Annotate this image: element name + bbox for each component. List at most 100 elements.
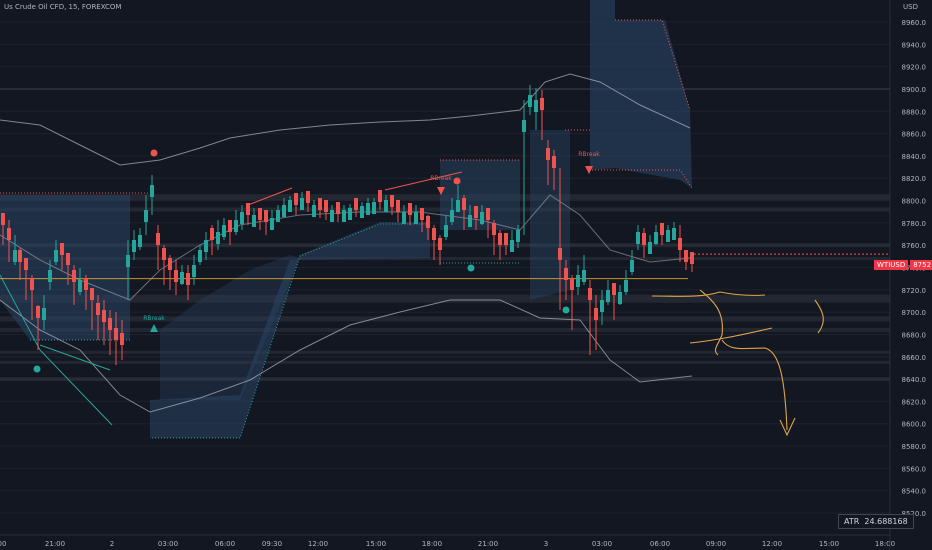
- candle-body: [438, 238, 442, 250]
- candle-body: [486, 208, 490, 220]
- break-down-arrow: [585, 166, 593, 174]
- y-tick-label: 8840.0: [902, 153, 927, 161]
- candle-body: [630, 260, 634, 272]
- last-price-tag: WTIUSD 8752: [874, 258, 932, 272]
- candle-body: [228, 220, 232, 232]
- candle-body: [606, 290, 610, 302]
- candle-body: [348, 208, 352, 220]
- candle-body: [294, 193, 298, 205]
- x-tick-label: 09:30: [262, 540, 282, 548]
- resistance-line: [592, 169, 693, 189]
- symbol-title: Us Crude Oil CFD, 15, FOREXCOM: [4, 3, 122, 11]
- atr-label: ATR: [844, 517, 860, 526]
- candle-body: [576, 275, 580, 287]
- y-tick-label: 8900.0: [902, 86, 927, 94]
- candle-body: [444, 225, 448, 237]
- profile-band: [0, 350, 890, 354]
- candle-body: [474, 206, 478, 218]
- candle-body: [678, 238, 682, 250]
- pivot-low-marker: [33, 365, 41, 373]
- candle-body: [498, 233, 502, 245]
- candle-body: [450, 210, 454, 222]
- x-tick-label: 2: [110, 540, 114, 548]
- candle-body: [126, 255, 130, 267]
- y-tick-label: 8800.0: [902, 198, 927, 206]
- candle-body: [624, 280, 628, 292]
- candle-body: [588, 288, 592, 300]
- x-tick-label: 15:00: [819, 540, 839, 548]
- x-tick-label: 06:00: [215, 540, 235, 548]
- pivot-high-marker: [453, 177, 461, 185]
- y-tick-label: 8600.0: [902, 421, 927, 429]
- y-tick-label: 8920.0: [902, 64, 927, 72]
- channel-band: [150, 222, 430, 438]
- candle-body: [204, 240, 208, 252]
- trend-line: [0, 274, 113, 426]
- support-line: [152, 223, 430, 439]
- candle-body: [666, 230, 670, 242]
- x-tick-label: 03:00: [592, 540, 612, 548]
- x-tick-label: 09:00: [706, 540, 726, 548]
- profile-band: [0, 294, 890, 303]
- candle-body: [168, 258, 172, 270]
- currency-label: USD: [903, 3, 918, 11]
- candle-body: [654, 232, 658, 244]
- candle-body: [54, 250, 58, 262]
- y-tick-label: 8540.0: [902, 488, 927, 496]
- candle-body: [420, 208, 424, 220]
- break-down-arrow: [437, 187, 445, 195]
- trend-line: [39, 344, 111, 371]
- candle-body: [492, 223, 496, 235]
- y-tick-label: 8700.0: [902, 309, 927, 317]
- candle-body: [108, 318, 112, 330]
- sketch-line: [721, 339, 788, 431]
- profile-band: [0, 243, 890, 248]
- channel-band: [160, 255, 300, 400]
- candle-body: [90, 288, 94, 300]
- candle-body: [30, 278, 34, 290]
- candle-body: [564, 268, 568, 280]
- sketch-arrowhead: [779, 417, 796, 437]
- candle-body: [636, 232, 640, 244]
- candle-body: [504, 233, 508, 245]
- candle-body: [582, 270, 586, 282]
- candle-body: [300, 198, 304, 210]
- y-tick-label: 8640.0: [902, 376, 927, 384]
- candle-body: [468, 215, 472, 227]
- resistance-line: [615, 19, 691, 111]
- x-tick-label: 18:00: [875, 540, 895, 548]
- candle-body: [360, 206, 364, 218]
- candle-body: [102, 310, 106, 322]
- break-label: RBreak: [578, 151, 600, 158]
- candle-body: [156, 233, 160, 245]
- candle-body: [144, 210, 148, 222]
- candle-body: [42, 308, 46, 320]
- candle-body: [18, 250, 22, 262]
- candle-body: [72, 270, 76, 282]
- candle-body: [366, 203, 370, 215]
- y-tick-label: 8760.0: [902, 242, 927, 250]
- candle-body: [1, 213, 5, 225]
- candle-body: [600, 300, 604, 312]
- y-tick-label: 8620.0: [902, 398, 927, 406]
- candle-body: [594, 308, 598, 320]
- candle-body: [378, 190, 382, 202]
- candle-body: [618, 292, 622, 304]
- y-tick-label: 8940.0: [902, 41, 927, 49]
- candle-body: [84, 278, 88, 290]
- profile-band: [0, 327, 890, 332]
- candle-body: [7, 228, 11, 240]
- candle-body: [252, 215, 256, 227]
- y-tick-label: 8820.0: [902, 175, 927, 183]
- candle-body: [288, 200, 292, 212]
- candle-body: [132, 240, 136, 252]
- y-tick-label: 8780.0: [902, 220, 927, 228]
- price-tag-symbol: WTIUSD: [874, 260, 909, 270]
- candle-body: [642, 233, 646, 245]
- candle-body: [570, 278, 574, 290]
- x-tick-label: 12:00: [308, 540, 328, 548]
- candle-body: [456, 200, 460, 212]
- profile-band: [0, 360, 890, 364]
- pivot-high-marker: [150, 149, 158, 157]
